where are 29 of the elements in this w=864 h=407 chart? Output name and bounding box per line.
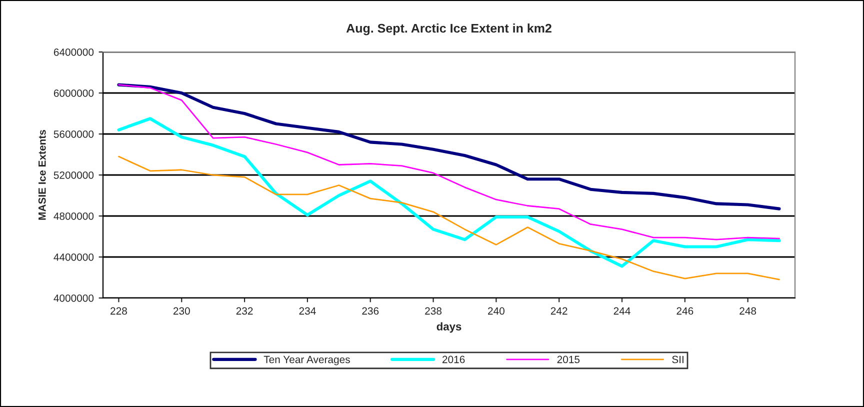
x-tick-label: 244	[614, 307, 630, 315]
x-tick-label: 234	[299, 307, 316, 315]
chart-title: Aug. Sept. Arctic Ice Extent in km2	[346, 23, 552, 36]
line-series	[117, 117, 781, 268]
y-axis-title: MASIE Ice Extents	[38, 130, 46, 220]
x-tick-label: 246	[676, 307, 694, 315]
line-series	[117, 83, 781, 210]
y-tick-label: 4000000	[54, 294, 94, 302]
x-tick-label: 242	[550, 307, 568, 315]
x-tick-label: 236	[362, 307, 379, 315]
y-tick-label: 6000000	[54, 90, 94, 97]
x-tick-label: 232	[236, 307, 253, 315]
x-tick-label: 238	[425, 307, 442, 315]
x-tick-label: 230	[173, 307, 190, 315]
x-axis-title: days	[436, 322, 462, 333]
y-tick-label: 4400000	[54, 254, 94, 261]
legend-label: Ten Year Averages	[264, 356, 350, 366]
y-tick-label: 5600000	[54, 130, 94, 138]
y-tick-label: 4800000	[54, 212, 94, 220]
y-tick-label: 6400000	[54, 48, 94, 56]
x-tick-label: 228	[110, 307, 127, 315]
x-tick-label: 240	[488, 307, 504, 315]
legend-label: 2015	[557, 356, 580, 364]
legend-label: 2016	[442, 356, 465, 364]
x-tick-label: 248	[740, 307, 756, 315]
line-series	[118, 84, 780, 240]
y-tick-label: 5200000	[54, 172, 94, 179]
legend-label: SII	[672, 356, 684, 364]
line-series	[118, 156, 780, 280]
